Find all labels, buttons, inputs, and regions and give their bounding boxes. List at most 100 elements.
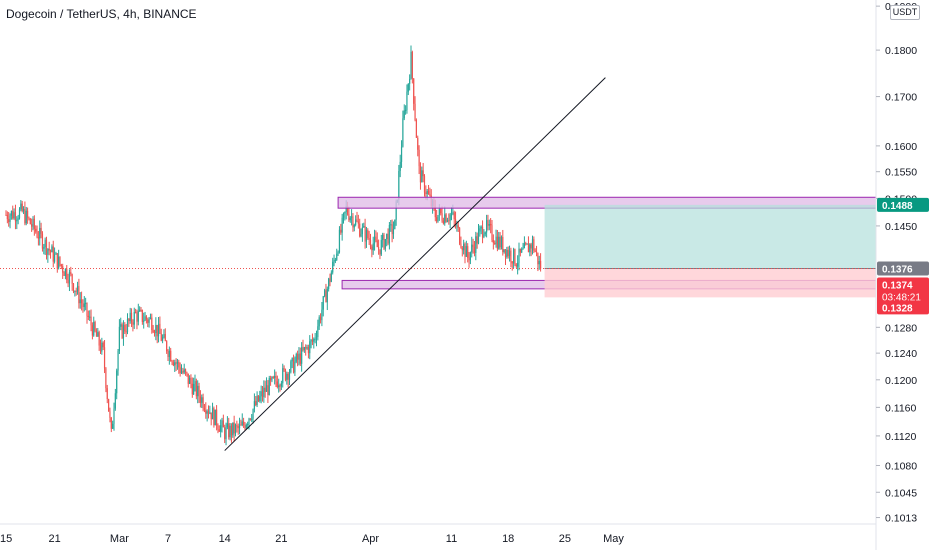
candle-up xyxy=(399,161,401,172)
candle-down xyxy=(391,224,393,235)
candle-up xyxy=(291,358,293,362)
candle-up xyxy=(241,421,243,426)
candle-up xyxy=(341,217,343,233)
candle-up xyxy=(390,224,392,226)
y-tick-label: 0.1280 xyxy=(885,322,917,334)
candle-up xyxy=(295,353,297,362)
candle-down xyxy=(305,347,307,349)
candle-down xyxy=(198,385,200,397)
candle-up xyxy=(201,397,203,403)
candle-down xyxy=(210,412,212,420)
candle-down xyxy=(179,367,181,374)
candle-down xyxy=(472,244,474,248)
candle-up xyxy=(263,387,265,397)
candle-up xyxy=(398,171,400,200)
candle-up xyxy=(301,347,303,364)
candle-down xyxy=(236,425,238,427)
candle-up xyxy=(333,260,335,262)
candle-down xyxy=(91,325,93,336)
candle-up xyxy=(55,253,57,255)
candle-up xyxy=(402,118,404,147)
candle-up xyxy=(529,244,531,253)
stop-price-text: 0.1328 xyxy=(882,303,913,314)
candle-up xyxy=(372,243,374,251)
candle-up xyxy=(409,79,411,84)
candle-down xyxy=(82,303,84,308)
candle-down xyxy=(78,286,80,304)
candle-down xyxy=(491,225,493,240)
candle-up xyxy=(444,214,446,224)
candle-up xyxy=(221,420,223,426)
position-target-zone xyxy=(544,204,876,269)
currency-unit-button[interactable]: USDT xyxy=(890,5,920,20)
candle-down xyxy=(311,339,314,342)
candle-down xyxy=(367,230,369,238)
candle-down xyxy=(147,319,149,323)
y-tick-label: 0.1120 xyxy=(885,431,916,443)
candle-down xyxy=(287,373,289,380)
candle-down xyxy=(464,243,466,257)
candle-up xyxy=(324,290,326,297)
candle-up xyxy=(392,229,395,235)
candle-down xyxy=(519,248,521,253)
candle-up xyxy=(318,317,320,327)
candle-down xyxy=(228,423,230,438)
candle-down xyxy=(170,350,172,362)
candle-up xyxy=(93,321,95,336)
candle-down xyxy=(417,137,419,150)
candle-down xyxy=(191,383,193,395)
candle-up xyxy=(306,347,308,349)
candle-up xyxy=(332,261,334,273)
candle-down xyxy=(190,377,192,384)
candle-down xyxy=(94,321,96,331)
candle-down xyxy=(237,425,239,429)
candle-down xyxy=(5,214,7,216)
candle-down xyxy=(292,358,295,373)
candle-up xyxy=(477,231,480,244)
candle-down xyxy=(376,240,378,248)
candle-down xyxy=(184,369,187,373)
candle-down xyxy=(151,317,153,330)
candle-down xyxy=(45,239,48,255)
candle-up xyxy=(322,296,324,310)
candle-down xyxy=(153,332,156,334)
candle-down xyxy=(487,220,489,226)
candle-down xyxy=(108,398,110,412)
candle-down xyxy=(441,213,443,221)
candle-down xyxy=(62,266,64,273)
x-tick-label: 25 xyxy=(559,533,571,545)
candle-down xyxy=(175,362,177,364)
x-tick-label: 11 xyxy=(446,533,457,545)
candle-up xyxy=(513,249,515,264)
candle-down xyxy=(41,233,44,249)
candle-up xyxy=(194,381,196,384)
candle-up xyxy=(365,230,368,242)
candle-down xyxy=(535,251,538,253)
candle-down xyxy=(86,302,88,316)
candle-down xyxy=(418,149,420,167)
candle-down xyxy=(195,381,197,397)
candle-down xyxy=(448,220,450,222)
candle-down xyxy=(481,226,484,238)
candle-down xyxy=(160,333,162,341)
candle-down xyxy=(533,239,535,251)
candle-down xyxy=(187,373,189,384)
candle-up xyxy=(64,268,66,276)
candle-up xyxy=(523,243,525,249)
current-price-text: 0.1374 xyxy=(882,281,913,292)
candle-up xyxy=(508,250,511,257)
candle-down xyxy=(356,219,358,222)
candle-down xyxy=(29,218,31,225)
candle-up xyxy=(446,220,449,222)
candle-up xyxy=(288,372,291,380)
candle-down xyxy=(27,210,29,218)
candle-down xyxy=(272,376,274,378)
x-tick-label: Mar xyxy=(110,533,129,545)
candle-up xyxy=(310,339,312,342)
candle-down xyxy=(257,395,260,402)
candle-down xyxy=(199,396,201,403)
candle-down xyxy=(276,381,278,388)
candle-up xyxy=(238,424,241,429)
candle-up xyxy=(155,324,157,334)
